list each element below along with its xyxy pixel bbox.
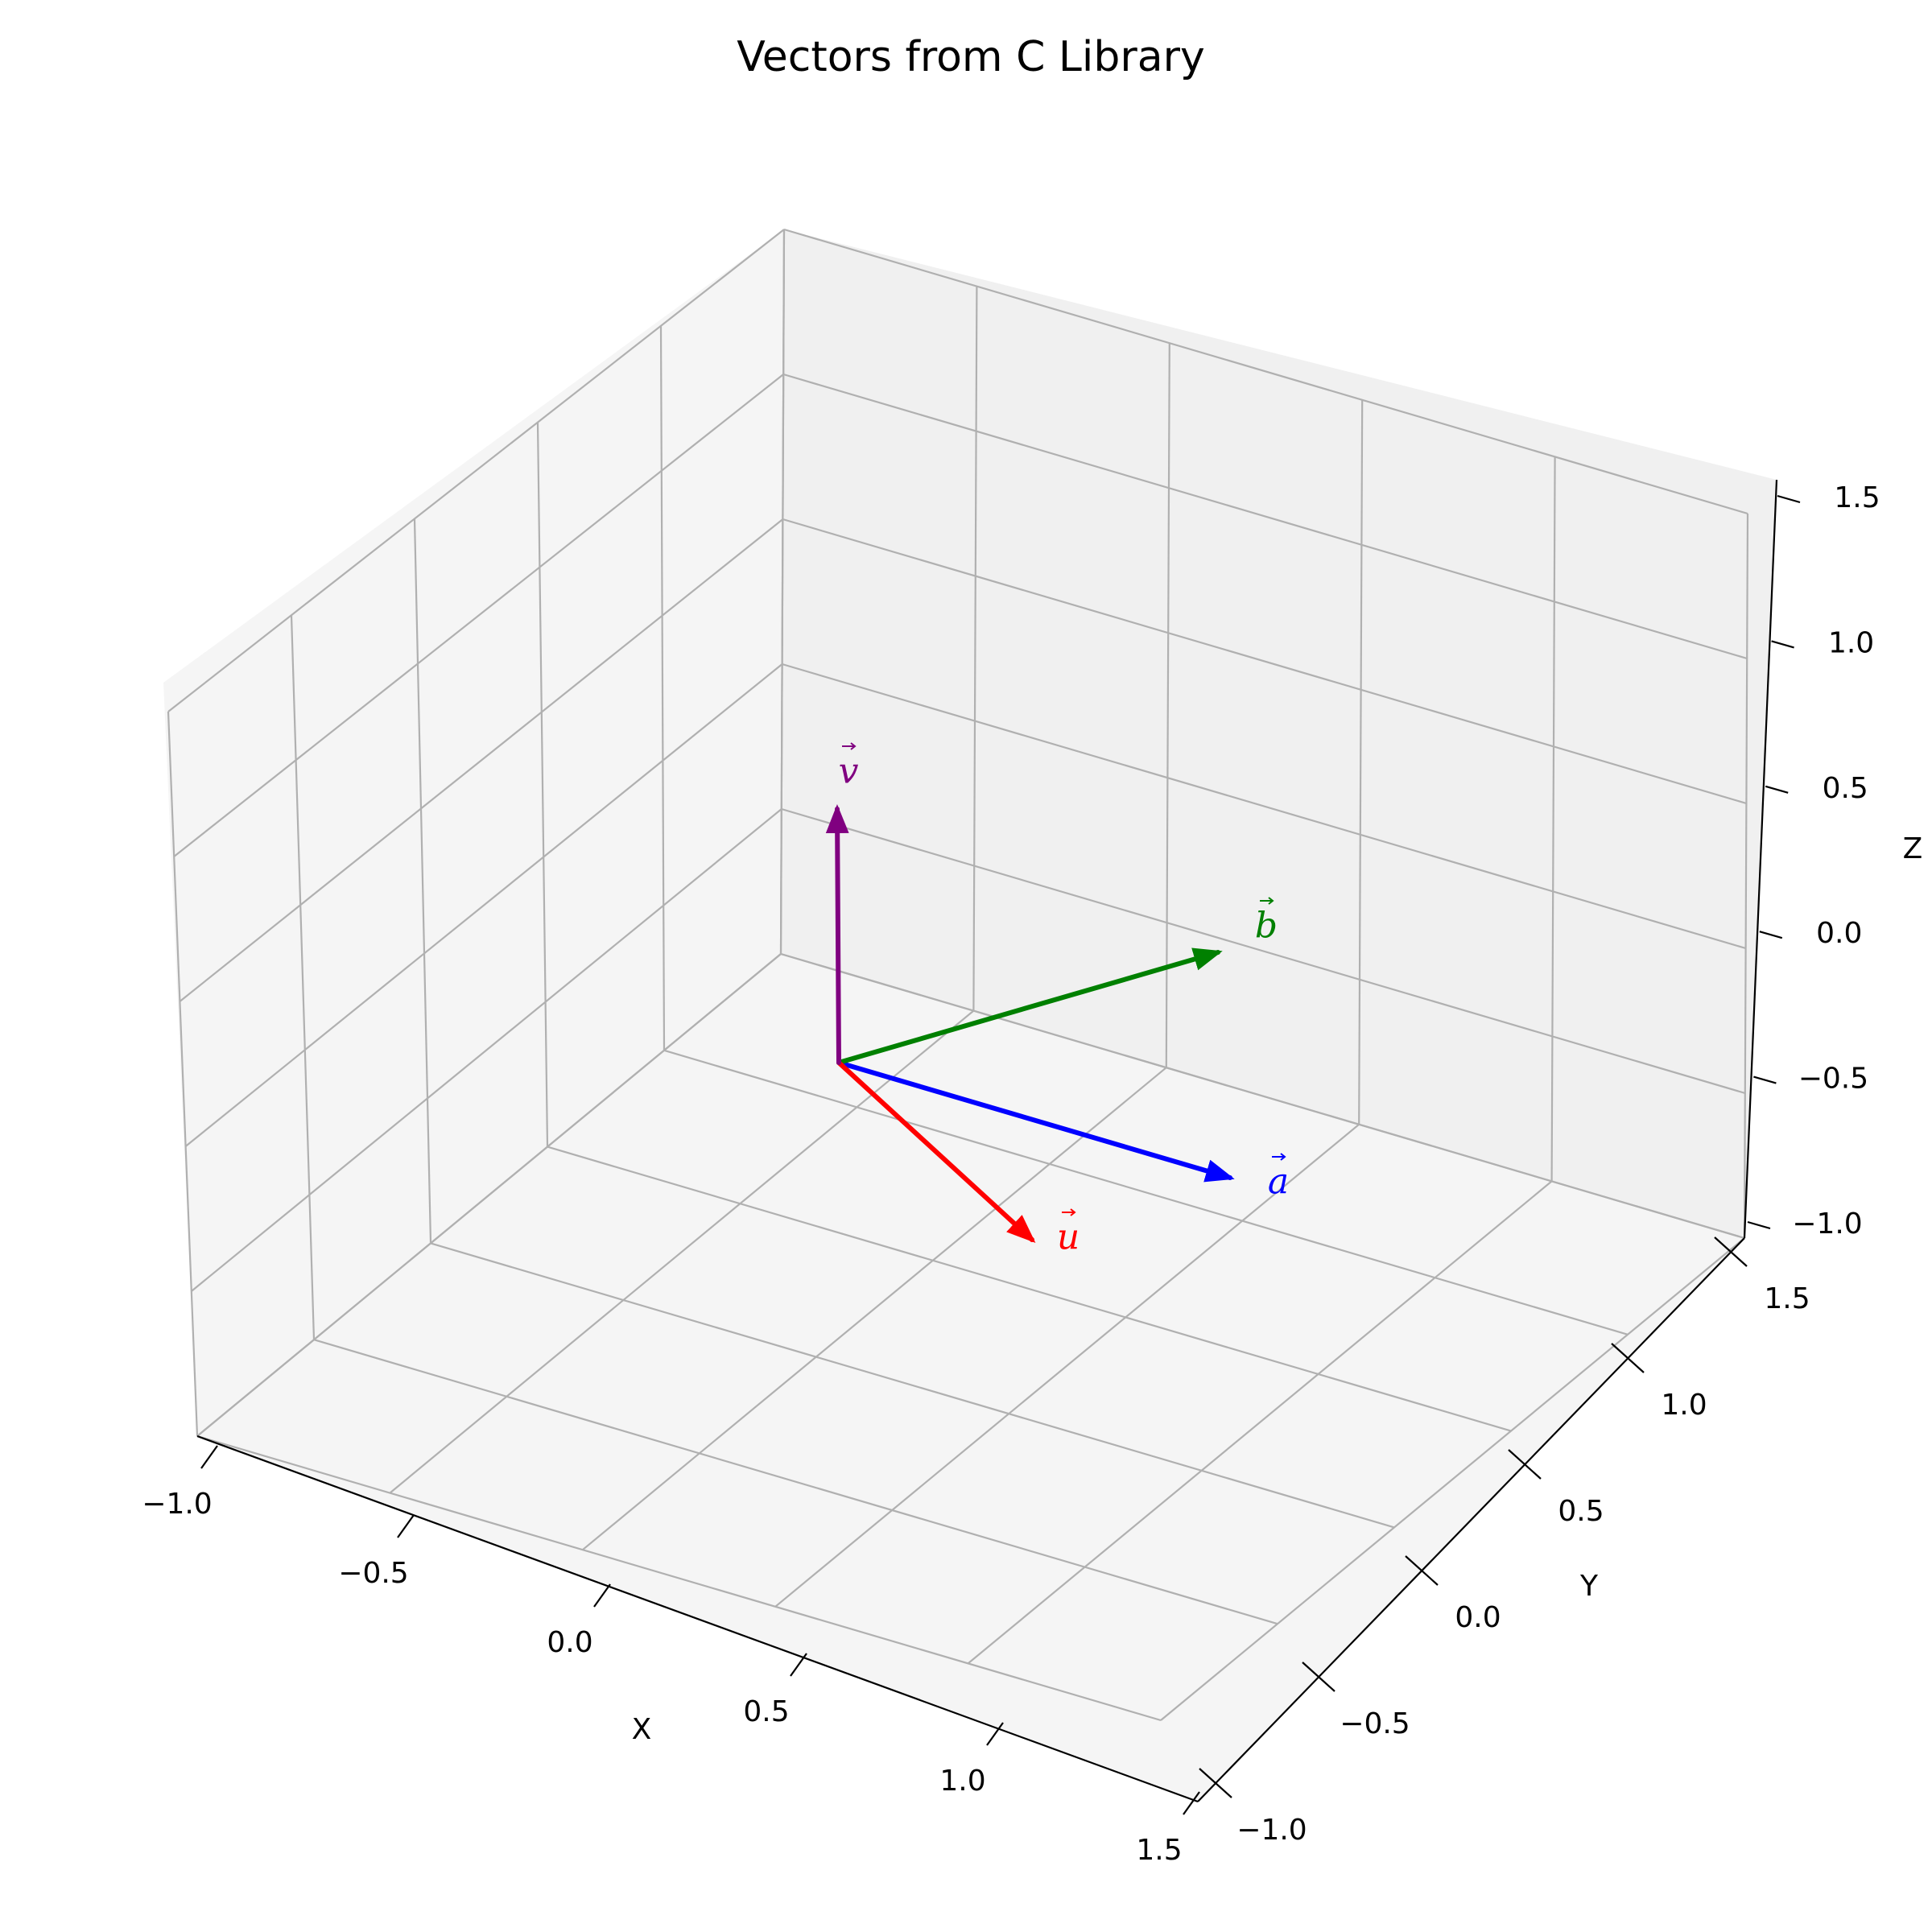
x-tick-mark (986, 1722, 1004, 1746)
z-tick-label: −1.0 (1792, 1208, 1862, 1241)
gridline-floor-y (582, 1067, 1167, 1551)
x-axis-title: X (632, 1713, 652, 1746)
x-tick-mark (1183, 1791, 1200, 1815)
z-tick-mark (1753, 1075, 1777, 1084)
gridline-floor-y (967, 1180, 1553, 1665)
gridline-left-x (290, 615, 316, 1340)
z-axis-label: Z (1903, 832, 1923, 865)
y-tick-mark (1302, 1662, 1335, 1692)
x-tick-label: −1.0 (142, 1488, 212, 1521)
gridline-floor-x (547, 1146, 1512, 1432)
x-tick-mark (790, 1653, 807, 1677)
gridline-left-z (191, 808, 782, 1292)
vector-label-b: b (1255, 906, 1278, 947)
y-tick-label: 1.5 (1764, 1282, 1810, 1315)
y-tick-label: −0.5 (1340, 1707, 1410, 1740)
axes: −1.0 −0.5 0.0 0.5 1.0 1.5 −1.0 −0.5 0.0 0.5 1.0 1.5… (142, 479, 1880, 1867)
z-tick-label: 0.5 (1823, 772, 1868, 805)
y-axis-label: Y (1579, 1570, 1599, 1603)
y-tick-label: 0.0 (1455, 1601, 1501, 1634)
x-tick-label: −0.5 (338, 1557, 408, 1590)
vector-label-u: u (1057, 1217, 1080, 1258)
vector-arrow-accent-a (1272, 1153, 1286, 1161)
z-tick-label: 0.0 (1816, 917, 1862, 950)
z-tick-label: 1.5 (1834, 481, 1880, 514)
gridline-back-z (782, 663, 1746, 950)
x-tick-mark (593, 1583, 611, 1608)
gridline-left-x (167, 711, 199, 1437)
vector-u (836, 1060, 1036, 1244)
y-tick-label: −1.0 (1236, 1814, 1307, 1847)
gridline-left-x (413, 518, 432, 1244)
z-axis-line (1743, 479, 1778, 1239)
y-axis-line (1197, 1237, 1745, 1802)
gridline-back-z (781, 807, 1746, 1095)
gridline-back-z (783, 228, 1748, 515)
x-tick-label: 0.5 (743, 1695, 789, 1728)
y-tick-mark (1199, 1768, 1232, 1798)
gridline-floor-x (430, 1242, 1395, 1529)
x-tick-label: 1.5 (1136, 1834, 1182, 1867)
y-tick-mark (1714, 1236, 1748, 1267)
vector-arrow-accent-v (842, 742, 857, 750)
y-tick-label: 0.5 (1558, 1495, 1604, 1528)
gridline-left-x (779, 229, 786, 955)
gridline-floor-x (196, 1435, 1162, 1722)
vectors: a b u v (825, 742, 1289, 1258)
gridline-back-z (782, 518, 1747, 805)
vector-arrow-accent-u (1062, 1208, 1076, 1216)
gridline-floor-x (663, 1049, 1629, 1335)
x-tick-mark (200, 1445, 218, 1469)
gridline-floor-y (389, 1009, 975, 1494)
gridline-floor-x (313, 1339, 1278, 1625)
z-tick-mark (1765, 785, 1789, 794)
x-tick-label: 1.0 (939, 1765, 985, 1798)
y-tick-label: 1.0 (1661, 1389, 1707, 1422)
z-tick-mark (1777, 494, 1801, 504)
vector-a (836, 1060, 1235, 1183)
grid-lines (167, 228, 1749, 1722)
y-tick-mark (1405, 1555, 1439, 1586)
x-axis-line (196, 1435, 1199, 1803)
z-tick-label: −0.5 (1798, 1063, 1868, 1096)
z-tick-mark (1759, 931, 1783, 939)
gridline-floor-y (1160, 1237, 1745, 1721)
gridline-left-z (196, 953, 782, 1437)
pane-back-x (781, 229, 1777, 1238)
panes (163, 229, 1777, 1802)
vector-v (825, 804, 849, 1065)
x-axis-label: X (632, 1713, 652, 1746)
gridline-back-y (972, 286, 978, 1011)
chart-title: Vectors from C Library (737, 33, 1205, 81)
vector-label-a: a (1268, 1162, 1289, 1203)
gridline-left-z (167, 229, 785, 712)
y-tick-mark (1611, 1343, 1645, 1373)
gridline-left-z (184, 663, 783, 1147)
vector-arrow-accent-b (1260, 897, 1274, 905)
gridline-left-x (536, 422, 549, 1147)
gridline-back-z (780, 952, 1745, 1240)
gridline-left-x (659, 325, 666, 1051)
y-axis-title: Y (1579, 1570, 1599, 1603)
pane-floor (197, 954, 1744, 1802)
gridline-back-y (1165, 343, 1170, 1068)
gridline-back-y (1550, 456, 1556, 1182)
gridline-back-z (782, 373, 1748, 660)
x-tick-label: 0.0 (547, 1626, 592, 1659)
x-tick-mark (397, 1514, 415, 1538)
y-tick-mark (1508, 1449, 1542, 1480)
gridline-left-z (179, 518, 784, 1002)
gridline-floor-y (774, 1123, 1360, 1608)
pane-left-y (163, 229, 784, 1436)
vector-label-v: v (839, 751, 859, 792)
vector-b (836, 947, 1223, 1065)
z-axis-title: Z (1903, 832, 1923, 865)
z-tick-mark (1747, 1220, 1771, 1230)
gridline-back-y (1358, 399, 1364, 1125)
gridline-back-y (1743, 513, 1749, 1239)
z-tick-mark (1771, 640, 1794, 649)
z-tick-label: 1.0 (1828, 626, 1874, 659)
gridline-left-z (173, 374, 784, 857)
